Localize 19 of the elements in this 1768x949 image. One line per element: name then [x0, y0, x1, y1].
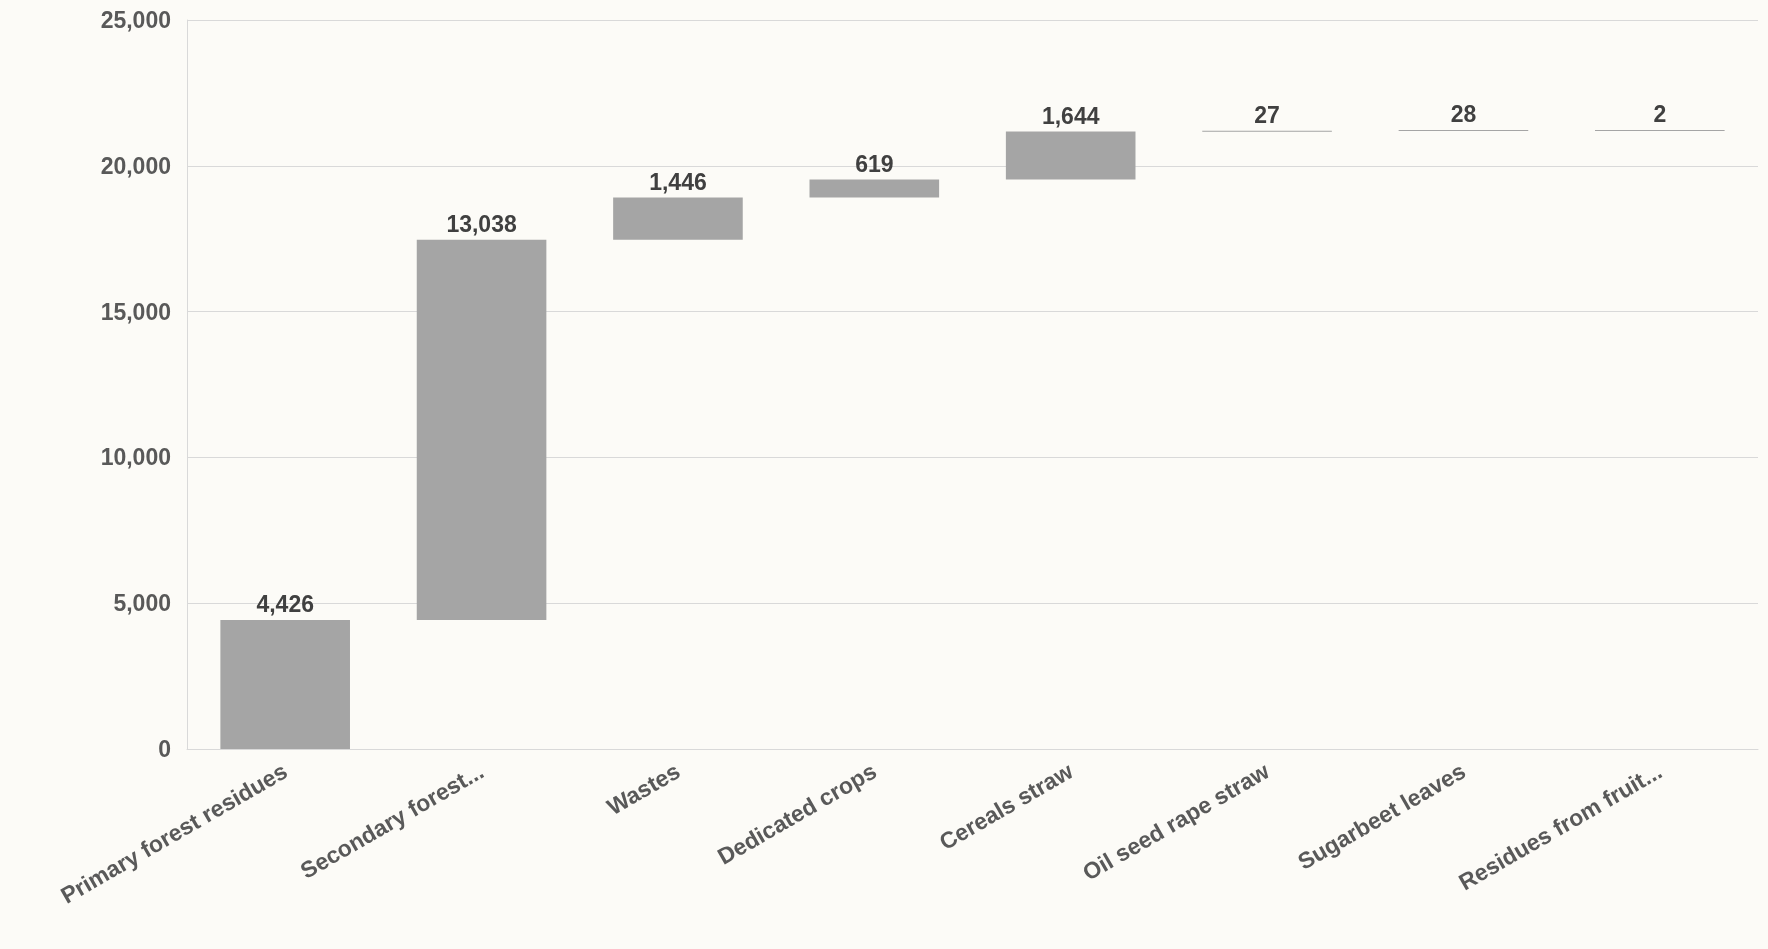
y-tick-label: 5,000 [113, 590, 171, 617]
data-label: 1,446 [649, 169, 707, 196]
y-tick-label: 20,000 [100, 152, 171, 179]
data-label: 2 [1653, 101, 1667, 128]
bar [1005, 131, 1136, 180]
bar [809, 179, 940, 198]
data-label: 1,644 [1041, 103, 1100, 130]
data-label: 619 [855, 151, 894, 178]
y-tick-label: 0 [158, 736, 171, 762]
data-label: 27 [1254, 102, 1280, 129]
y-tick-label: 10,000 [100, 444, 171, 471]
y-tick-label: 15,000 [100, 298, 171, 325]
bar [613, 197, 743, 240]
y-tick-label: 25,000 [100, 7, 171, 33]
bar [220, 619, 350, 749]
data-label: 4,426 [256, 591, 314, 618]
data-label: 28 [1450, 101, 1477, 128]
data-label: 13,038 [446, 211, 517, 238]
bar [416, 239, 547, 620]
